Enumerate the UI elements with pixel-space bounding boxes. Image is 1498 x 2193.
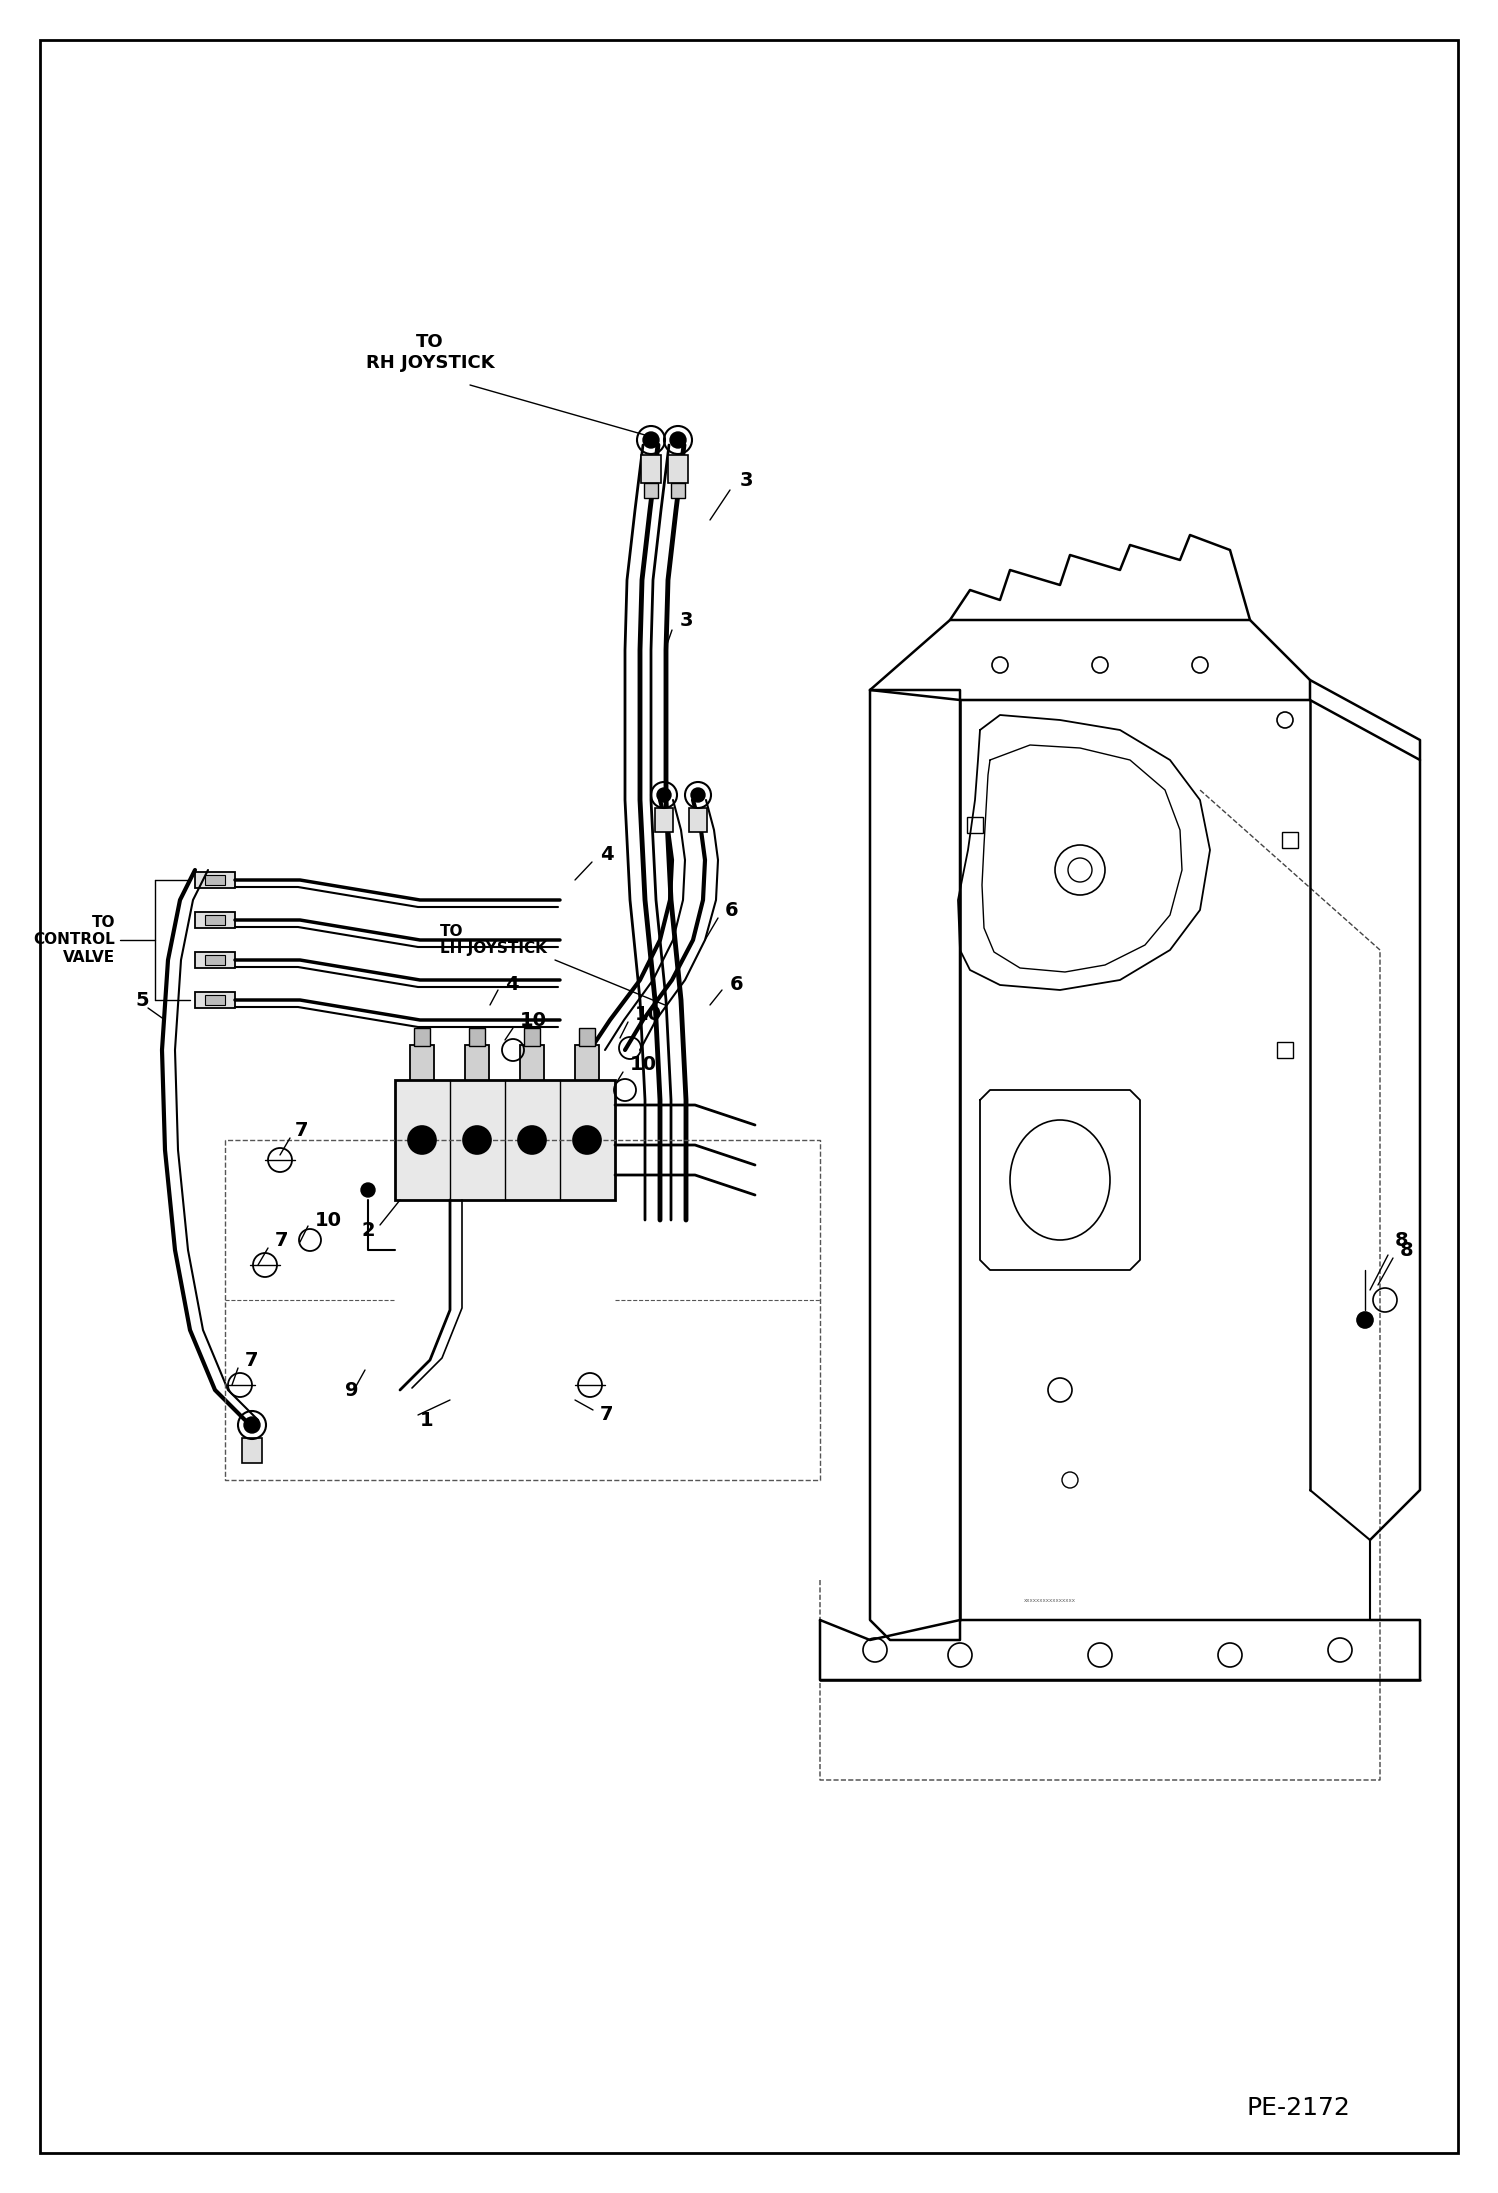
Bar: [243, 1439, 262, 1463]
Text: 8: 8: [1401, 1241, 1414, 1259]
Text: 6: 6: [730, 976, 743, 993]
Text: TO
CONTROL
VALVE: TO CONTROL VALVE: [33, 914, 115, 965]
Text: TO
LH JOYSTICK: TO LH JOYSTICK: [440, 923, 547, 956]
Text: 10: 10: [631, 1055, 658, 1075]
Bar: [968, 818, 983, 833]
Text: 6: 6: [725, 901, 739, 919]
Circle shape: [574, 1125, 601, 1154]
Text: TO
RH JOYSTICK: TO RH JOYSTICK: [366, 333, 494, 373]
Circle shape: [643, 432, 659, 447]
Text: 4: 4: [505, 976, 518, 993]
Bar: [644, 482, 658, 498]
Circle shape: [670, 432, 686, 447]
Text: 3: 3: [740, 471, 753, 489]
Bar: [580, 1029, 595, 1046]
Circle shape: [518, 1125, 545, 1154]
Bar: [195, 873, 235, 888]
Circle shape: [1357, 1311, 1374, 1329]
Bar: [655, 807, 673, 831]
Text: 10: 10: [635, 1007, 662, 1024]
Circle shape: [691, 787, 706, 803]
Text: 7: 7: [601, 1406, 614, 1425]
Text: xxxxxxxxxxxxxxxx: xxxxxxxxxxxxxxxx: [1025, 1597, 1076, 1603]
Text: 7: 7: [295, 1121, 309, 1140]
Text: 10: 10: [315, 1211, 342, 1230]
Bar: [195, 991, 235, 1009]
Bar: [671, 482, 685, 498]
Bar: [520, 1046, 544, 1079]
Text: 10: 10: [520, 1011, 547, 1029]
Bar: [195, 912, 235, 928]
Text: 5: 5: [135, 991, 148, 1009]
Bar: [524, 1029, 539, 1046]
Bar: [205, 914, 225, 925]
Bar: [668, 454, 688, 482]
Text: 1: 1: [419, 1410, 433, 1430]
Text: PE-2172: PE-2172: [1246, 2097, 1350, 2121]
Bar: [464, 1046, 488, 1079]
Bar: [689, 807, 707, 831]
Text: 9: 9: [345, 1382, 358, 1399]
Bar: [195, 952, 235, 967]
Text: 3: 3: [680, 610, 694, 629]
Bar: [641, 454, 661, 482]
Bar: [469, 1029, 485, 1046]
Bar: [575, 1046, 599, 1079]
Circle shape: [658, 787, 671, 803]
Bar: [205, 954, 225, 965]
Bar: [395, 1079, 616, 1200]
Circle shape: [463, 1125, 491, 1154]
Bar: [1276, 1042, 1293, 1057]
Text: 2: 2: [361, 1222, 374, 1239]
Bar: [205, 875, 225, 886]
Bar: [205, 996, 225, 1004]
Circle shape: [407, 1125, 436, 1154]
Text: 7: 7: [246, 1351, 259, 1368]
Text: 7: 7: [276, 1230, 289, 1250]
Bar: [413, 1029, 430, 1046]
Text: 8: 8: [1395, 1230, 1408, 1250]
Bar: [410, 1046, 434, 1079]
Text: 4: 4: [601, 846, 614, 864]
Bar: [1282, 831, 1297, 849]
Circle shape: [361, 1182, 374, 1197]
Circle shape: [244, 1417, 261, 1432]
